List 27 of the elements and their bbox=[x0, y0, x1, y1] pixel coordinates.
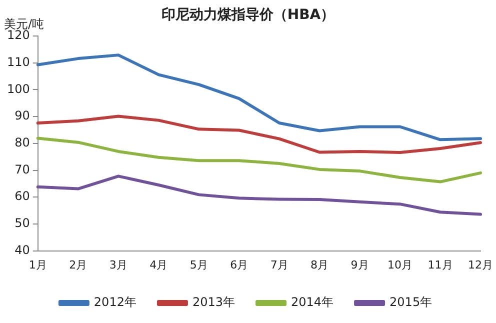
y-tick-label: 60 bbox=[14, 189, 30, 204]
y-tick-label: 110 bbox=[7, 54, 30, 69]
x-tick-label: 9月 bbox=[350, 258, 369, 272]
x-tick-label: 4月 bbox=[150, 258, 168, 272]
x-tick-label: 2月 bbox=[69, 258, 88, 272]
y-tick-label: 40 bbox=[14, 242, 30, 257]
y-tick-label: 70 bbox=[14, 162, 30, 176]
x-tick-label: 5月 bbox=[190, 258, 208, 272]
x-tick-label: 11月 bbox=[428, 258, 453, 272]
legend-label: 2014年 bbox=[291, 295, 334, 310]
legend-label: 2015年 bbox=[390, 295, 432, 310]
y-axis-title: 美元/吨 bbox=[4, 16, 44, 31]
y-tick-label: 120 bbox=[7, 28, 30, 42]
x-tick-label: 12月 bbox=[468, 258, 493, 272]
x-tick-label: 3月 bbox=[109, 258, 128, 272]
x-tick-label: 6月 bbox=[230, 258, 248, 272]
x-tick-label: 7月 bbox=[270, 258, 288, 272]
y-tick-label: 100 bbox=[7, 82, 30, 96]
y-tick-label: 50 bbox=[14, 216, 30, 230]
legend-label: 2013年 bbox=[192, 295, 236, 310]
x-tick-label: 8月 bbox=[310, 258, 329, 272]
y-tick-label: 90 bbox=[14, 108, 30, 123]
chart-title: 印尼动力煤指导价（HBA） bbox=[161, 7, 335, 23]
x-tick-label: 10月 bbox=[388, 258, 413, 272]
legend-label: 2012年 bbox=[94, 295, 136, 310]
x-tick-label: 1月 bbox=[28, 258, 47, 272]
y-tick-label: 80 bbox=[14, 136, 30, 150]
